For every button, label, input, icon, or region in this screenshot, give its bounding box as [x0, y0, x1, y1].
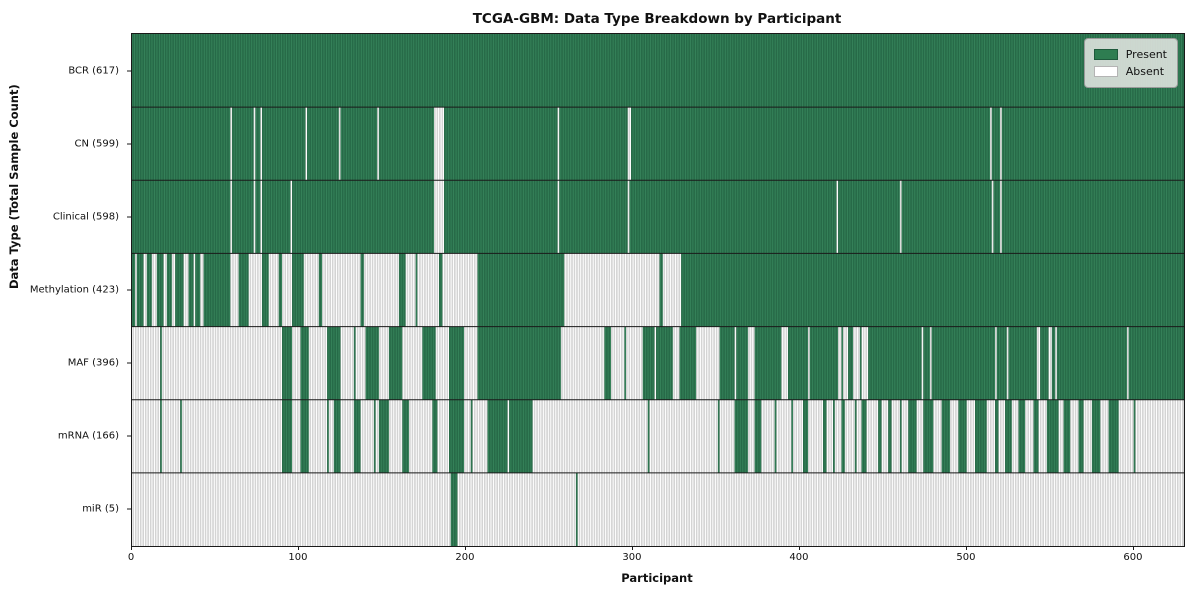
x-tick-mark: [798, 546, 800, 550]
legend-present-label: Present: [1125, 48, 1167, 61]
x-tick-label-500: 500: [956, 552, 976, 563]
y-tick-mark: [127, 216, 131, 218]
legend-entry-present: Present: [1093, 46, 1167, 63]
x-tick-label-300: 300: [622, 552, 642, 563]
y-tick-label-mRNA: mRNA (166): [57, 430, 119, 442]
x-axis-label: Participant: [621, 571, 693, 585]
x-tick-mark: [297, 546, 299, 550]
y-tick-label-Clinical: Clinical (598): [52, 211, 119, 223]
present-swatch-icon: [1093, 49, 1118, 60]
x-tick-mark: [464, 546, 466, 550]
x-tick-mark: [1132, 546, 1134, 550]
y-tick-mark: [127, 508, 131, 510]
y-tick-label-BCR: BCR (617): [68, 65, 119, 77]
x-tick-mark: [131, 546, 132, 550]
y-tick-label-CN: CN (599): [74, 138, 119, 150]
x-tick-label-400: 400: [789, 552, 809, 563]
x-axis-ticks: 0 100 200 300 400 500 600: [127, 546, 1183, 576]
x-tick-label-600: 600: [1123, 552, 1143, 563]
plot-area: [131, 33, 1185, 547]
legend: Present Absent: [1083, 38, 1178, 88]
y-tick-label-Methylation: Methylation (423): [29, 284, 119, 296]
y-tick-mark: [127, 70, 131, 72]
y-tick-label-miR: miR (5): [82, 503, 119, 515]
y-tick-label-MAF: MAF (396): [67, 357, 119, 369]
y-tick-mark: [127, 289, 131, 291]
legend-entry-absent: Absent: [1093, 63, 1167, 80]
chart-title: TCGA-GBM: Data Type Breakdown by Partici…: [472, 11, 842, 27]
x-tick-mark: [965, 546, 967, 550]
y-axis-ticks: BCR (617) CN (599) Clinical (598) Methylati…: [0, 34, 131, 546]
x-tick-label-100: 100: [288, 552, 308, 563]
y-tick-mark: [127, 362, 131, 364]
absent-swatch-icon: [1093, 66, 1118, 77]
legend-absent-label: Absent: [1125, 65, 1165, 78]
presence-matrix-canvas: [132, 34, 1184, 546]
y-tick-mark: [127, 435, 131, 437]
y-tick-mark: [127, 143, 131, 145]
x-tick-mark: [631, 546, 633, 550]
x-tick-label-0: 0: [127, 552, 135, 563]
x-tick-label-200: 200: [455, 552, 475, 563]
